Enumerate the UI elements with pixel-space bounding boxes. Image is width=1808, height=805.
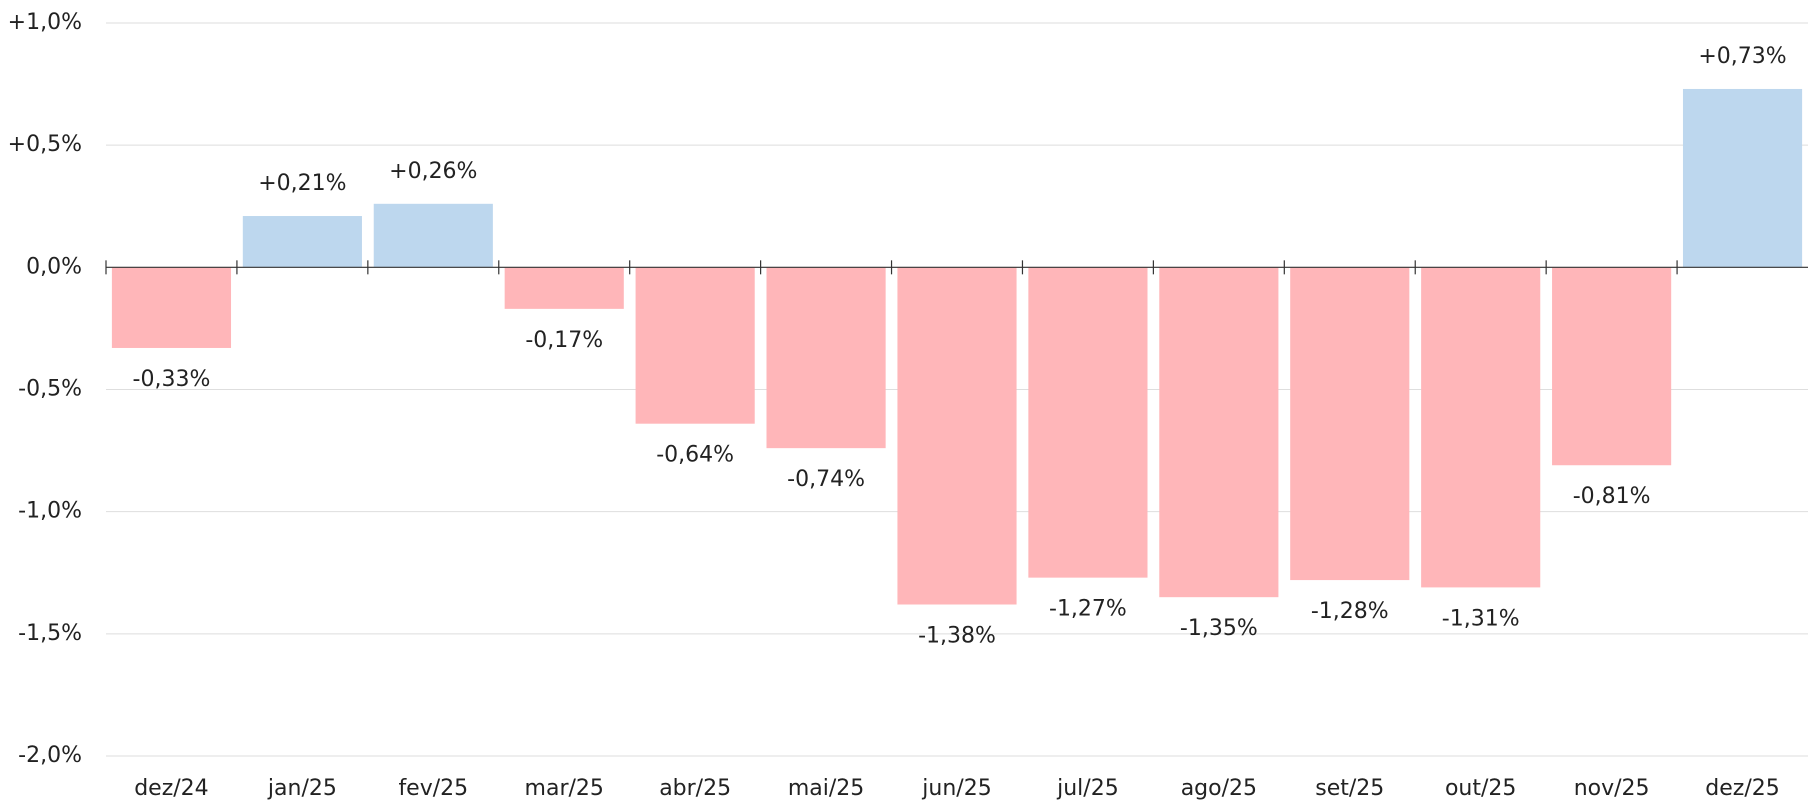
bar [1028,267,1148,578]
data-label: -1,31% [1442,606,1520,631]
x-tick-label: jan/25 [267,776,337,801]
y-tick-label: 0,0% [26,254,82,279]
x-tick-label: jul/25 [1056,776,1119,801]
data-label: -0,81% [1573,484,1651,509]
data-label: -0,33% [133,367,211,392]
bar [1682,88,1803,268]
data-label: -1,38% [918,624,996,649]
y-tick-label: -2,0% [18,743,82,768]
bar [1552,267,1672,466]
data-label: -0,64% [656,443,734,468]
data-label: -1,27% [1049,597,1127,622]
data-label: +0,26% [389,159,477,184]
bar [1290,267,1410,581]
bar [1421,267,1541,588]
bar [766,267,886,449]
bar [504,267,624,309]
y-tick-label: -0,5% [18,377,82,402]
x-tick-label: nov/25 [1574,776,1650,801]
x-tick-label: abr/25 [659,776,731,801]
bar [1159,267,1279,598]
x-tick-label: dez/24 [134,776,208,801]
y-tick-label: -1,0% [18,499,82,524]
x-tick-label: out/25 [1445,776,1516,801]
data-label: -0,74% [787,467,865,492]
bar [111,267,232,348]
bar [373,203,493,268]
x-tick-label: set/25 [1315,776,1384,801]
data-label: -0,17% [525,328,603,353]
bar [635,267,755,424]
data-label: +0,73% [1698,44,1786,69]
y-tick-label: -1,5% [18,621,82,646]
bar [897,267,1017,605]
y-tick-label: +1,0% [8,10,82,35]
x-tick-label: mar/25 [525,776,604,801]
y-tick-label: +0,5% [8,132,82,157]
x-tick-label: fev/25 [398,776,468,801]
bar [242,216,362,268]
x-tick-label: mai/25 [788,776,864,801]
data-label: -1,35% [1180,616,1258,641]
x-tick-label: jun/25 [921,776,991,801]
x-tick-label: ago/25 [1181,776,1257,801]
data-label: +0,21% [258,171,346,196]
x-tick-label: dez/25 [1705,776,1779,801]
data-label: -1,28% [1311,599,1389,624]
